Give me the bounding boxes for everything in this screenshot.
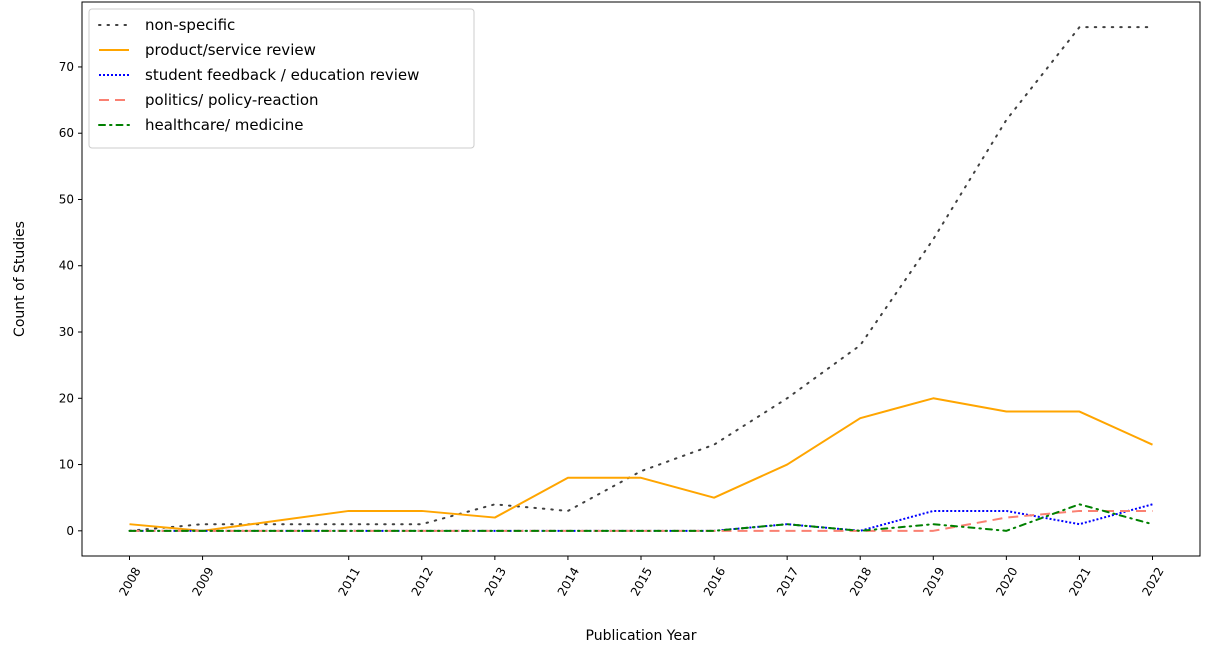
y-tick-label: 10 — [59, 458, 74, 472]
series-line — [128, 26, 1154, 532]
legend-label: politics/ policy-reaction — [145, 91, 319, 109]
legend-label: student feedback / education review — [145, 66, 419, 84]
legend-label: healthcare/ medicine — [145, 116, 304, 134]
x-tick-label: 2020 — [993, 565, 1020, 598]
y-tick-label: 0 — [66, 524, 74, 538]
legend-label: product/service review — [145, 41, 316, 59]
x-tick-label: 2019 — [920, 565, 947, 598]
y-axis: 0 10 20 30 40 50 60 70 — [59, 60, 82, 538]
x-tick-label: 2015 — [628, 565, 655, 598]
x-tick-label: 2014 — [555, 565, 582, 598]
y-tick-label: 30 — [59, 325, 74, 339]
x-tick-label: 2022 — [1139, 565, 1166, 598]
legend-label: non-specific — [145, 16, 235, 34]
x-tick-label: 2011 — [336, 565, 363, 598]
y-tick-label: 20 — [59, 391, 74, 405]
x-tick-label: 2021 — [1066, 565, 1093, 598]
y-tick-label: 60 — [59, 126, 74, 140]
series-line — [128, 503, 1154, 532]
legend-box — [88, 8, 475, 149]
series-line — [129, 397, 1153, 532]
x-tick-label: 2013 — [482, 565, 509, 598]
y-axis-title: Count of Studies — [12, 221, 28, 337]
series-line — [129, 509, 1153, 532]
x-tick-label: 2009 — [189, 565, 216, 598]
x-tick-label: 2016 — [701, 565, 728, 598]
legend: non-specific product/service review studen… — [88, 8, 475, 149]
x-tick-label: 2012 — [409, 565, 436, 598]
y-tick-label: 40 — [59, 259, 74, 273]
y-tick-label: 70 — [59, 60, 74, 74]
y-tick-label: 50 — [59, 192, 74, 206]
x-axis: 2008 2009 2011 2012 2013 2014 2015 2016 2017 2018… — [116, 556, 1167, 598]
x-tick-label: 2017 — [774, 565, 801, 598]
x-axis-title: Publication Year — [586, 628, 697, 644]
x-tick-label: 2008 — [116, 565, 143, 598]
x-tick-label: 2018 — [847, 565, 874, 598]
series-lines — [128, 26, 1154, 532]
